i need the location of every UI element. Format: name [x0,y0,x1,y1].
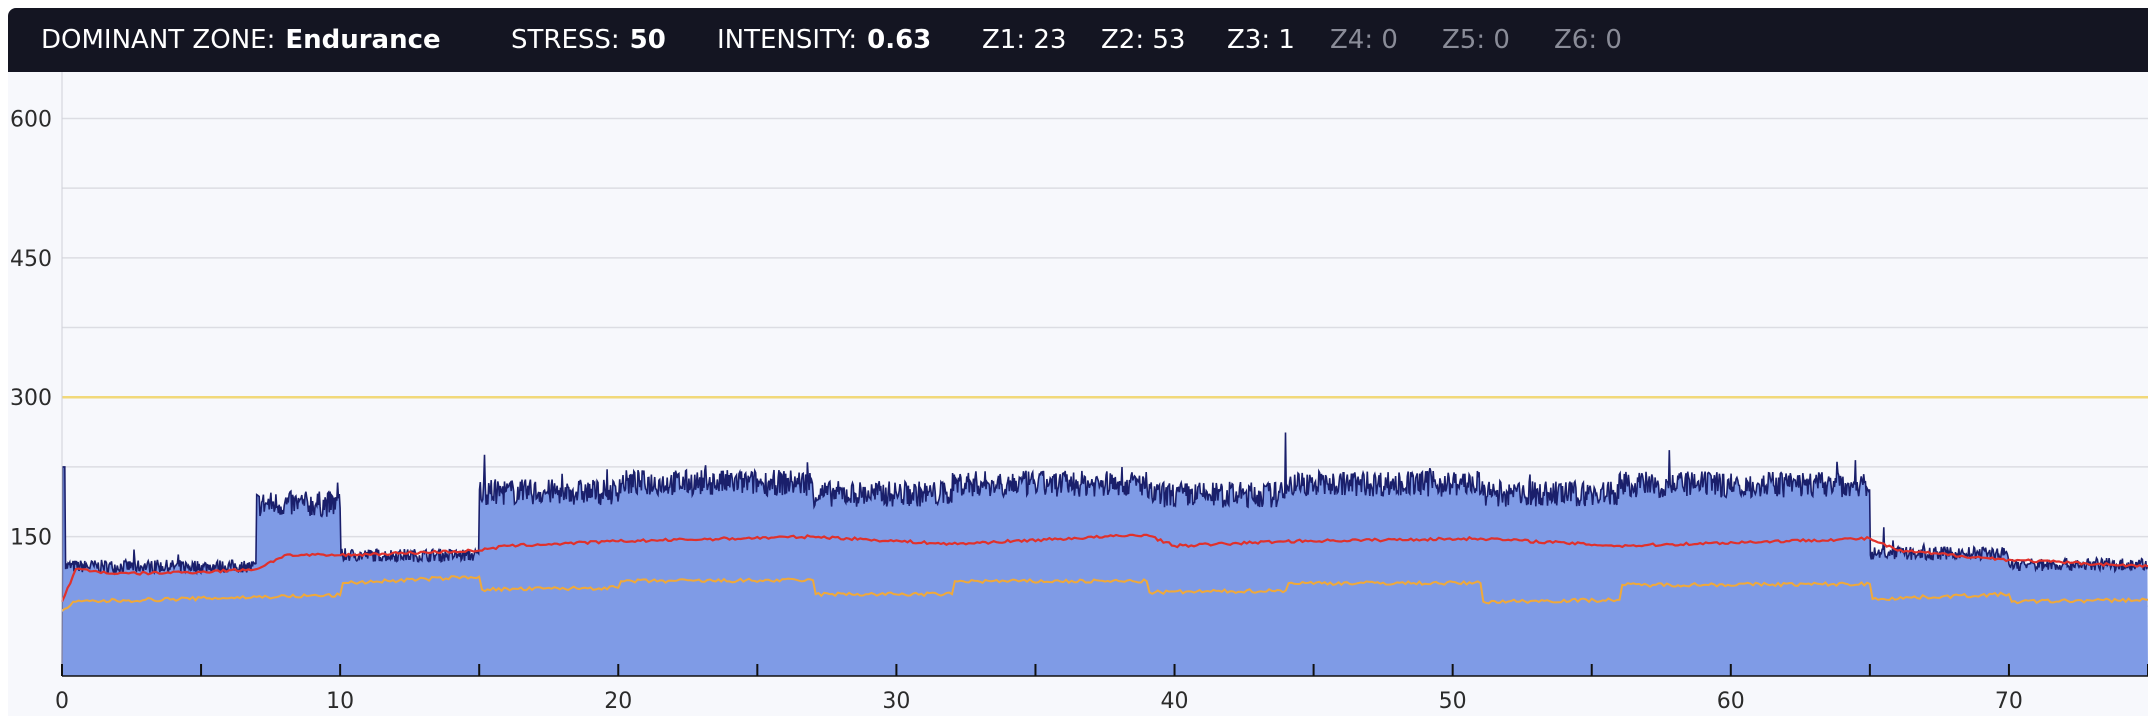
x-tick-label-20: 20 [604,689,632,714]
x-tick-label-10: 10 [326,689,354,714]
y-tick-label-600: 600 [10,107,52,132]
zone-z2: Z2: 53 [1101,25,1186,55]
dominant-zone-stat: DOMINANT ZONE: Endurance [41,8,441,72]
stress-label: STRESS: [511,25,620,55]
power-chart[interactable]: 150 300 450 600 0 10 20 30 40 50 60 70 [8,72,2148,716]
intensity-stat: INTENSITY: 0.63 [717,8,931,72]
dominant-zone-value: Endurance [285,25,441,55]
dominant-zone-label: DOMINANT ZONE: [41,25,276,55]
intensity-value: 0.63 [867,25,932,55]
series-lines [61,395,2148,677]
power-chart-svg: 150 300 450 600 0 10 20 30 40 50 60 70 [10,72,2148,714]
power-line [61,432,2148,677]
zone-z4: Z4: 0 [1330,25,1398,55]
zone-z6: Z6: 0 [1554,25,1622,55]
power-area [62,432,2148,676]
stress-stat: STRESS: 50 [511,8,666,72]
power-area-layer [62,432,2148,676]
x-tick-label-60: 60 [1717,689,1745,714]
x-tick-label-0: 0 [55,689,69,714]
zone-z3: Z3: 1 [1227,25,1295,55]
axes [61,72,2148,677]
x-tick-label-50: 50 [1439,689,1467,714]
grid-lines [62,117,2148,608]
orange-series-line [61,575,2148,612]
stats-bar: DOMINANT ZONE: Endurance STRESS: 50 INTENS… [8,8,2148,72]
x-tick-label-30: 30 [882,689,910,714]
zone-z5: Z5: 0 [1442,25,1510,55]
y-tick-label-450: 450 [10,247,52,272]
x-tick-label-40: 40 [1161,689,1189,714]
x-tick-label-70: 70 [1995,689,2023,714]
intensity-label: INTENSITY: [717,25,858,55]
red-series-line [61,533,2148,603]
y-tick-label-150: 150 [10,526,52,551]
y-tick-label-300: 300 [10,386,52,411]
tick-labels: 150 300 450 600 0 10 20 30 40 50 60 70 [10,107,2023,714]
zone-z1: Z1: 23 [982,25,1067,55]
stress-value: 50 [629,25,666,55]
